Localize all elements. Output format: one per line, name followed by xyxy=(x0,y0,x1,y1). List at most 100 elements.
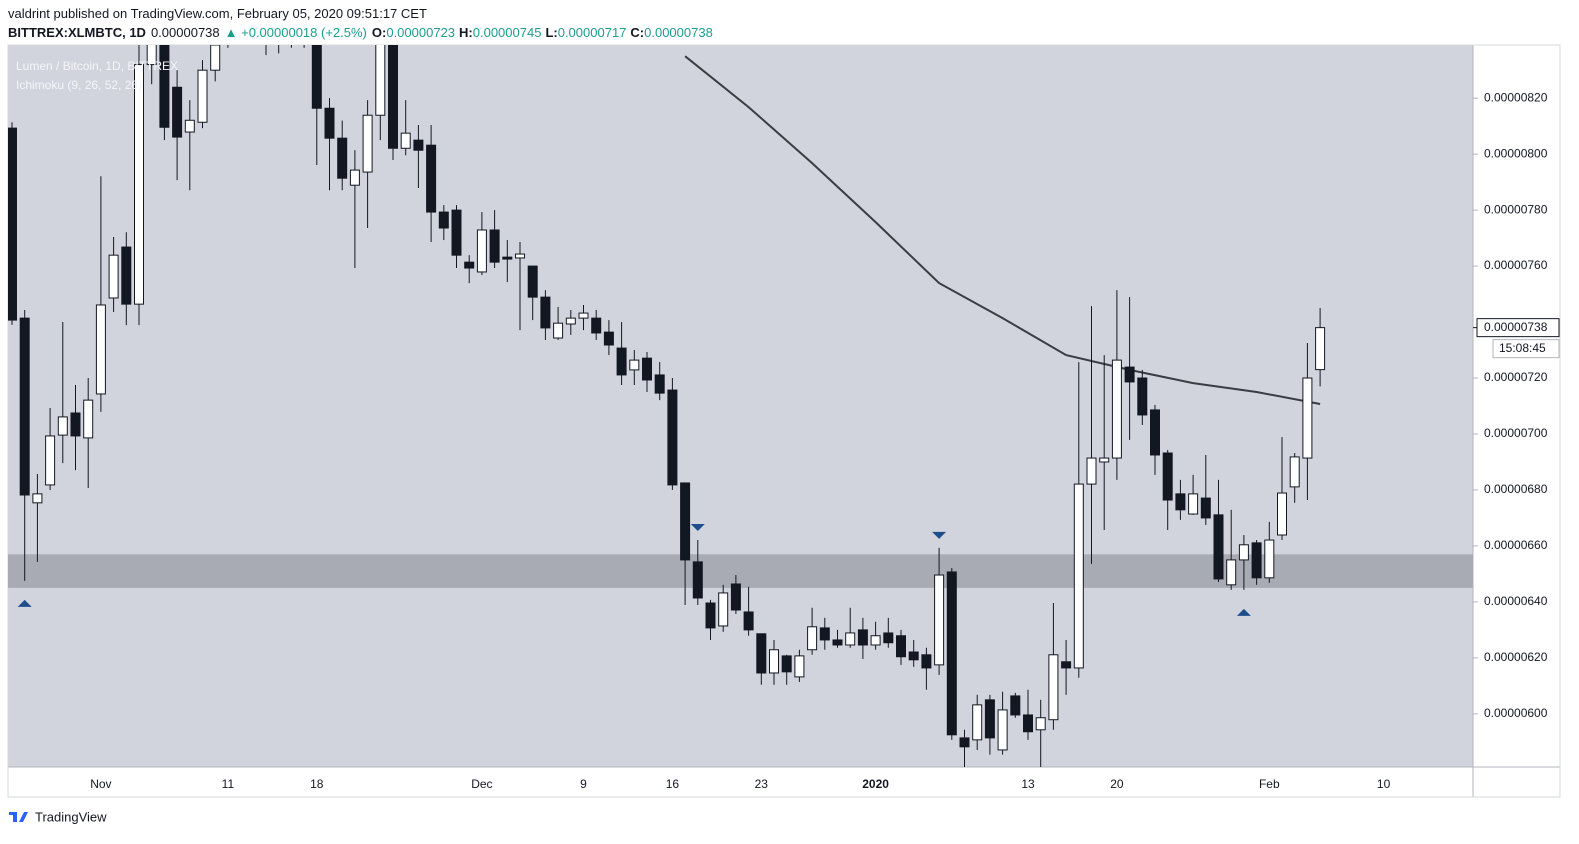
candle-body xyxy=(553,322,564,339)
candle-body xyxy=(45,435,56,486)
candle-body xyxy=(1315,327,1326,371)
countdown: 15:08:45 xyxy=(1499,341,1546,355)
candle-body xyxy=(946,571,957,736)
candle-body xyxy=(984,699,995,739)
x-tick-label: Nov xyxy=(90,777,111,791)
candle-body xyxy=(616,347,627,376)
ohlc-key: O: xyxy=(371,25,387,40)
y-tick-label: 0.00000820 xyxy=(1484,90,1548,104)
candle-body xyxy=(32,493,43,504)
footer-text: TradingView xyxy=(35,809,107,824)
candle-body xyxy=(565,317,576,325)
candle-body xyxy=(832,639,843,646)
candle-body xyxy=(718,592,729,627)
candle-body xyxy=(159,45,170,128)
candle-body xyxy=(1061,661,1072,669)
candle-body xyxy=(591,317,602,334)
candle-body xyxy=(1213,514,1224,580)
candle-body xyxy=(146,45,157,66)
candle-body xyxy=(794,655,805,678)
candle-body xyxy=(108,254,119,299)
y-tick-label: 0.00000700 xyxy=(1484,426,1548,440)
candle-body xyxy=(807,626,818,651)
candle-body xyxy=(1289,456,1300,488)
candle-body xyxy=(997,709,1008,751)
candle-body xyxy=(1035,717,1046,731)
candle-body xyxy=(730,583,741,611)
candle-body xyxy=(1137,377,1148,416)
candle-body xyxy=(324,107,335,139)
candle-body xyxy=(464,261,475,269)
candle-body xyxy=(1238,544,1249,561)
x-tick-label: 20 xyxy=(1110,777,1124,791)
candle-body xyxy=(1111,359,1122,459)
frame xyxy=(7,44,1561,798)
candle-body xyxy=(1277,492,1287,536)
countdown-box xyxy=(1492,339,1560,359)
candle-body xyxy=(1264,539,1275,579)
candle-body xyxy=(1226,559,1237,586)
candle-body xyxy=(311,45,322,109)
candle-body xyxy=(375,45,386,116)
ohlc-key: H: xyxy=(459,25,473,40)
candle-body xyxy=(540,296,551,329)
y-tick-label: 0.00000660 xyxy=(1484,538,1548,552)
candle-body xyxy=(300,14,309,28)
candle-body xyxy=(1175,493,1186,511)
marker-down xyxy=(690,524,705,532)
candle-body xyxy=(438,211,449,229)
price-tag: 0.00000738 xyxy=(1484,320,1548,334)
candle-body xyxy=(19,317,30,496)
ohlc: O: 0.00000723 H: 0.00000745 L: 0.00000717 C… xyxy=(372,25,713,40)
price-tag-box xyxy=(1476,318,1560,338)
candle-body xyxy=(134,64,144,305)
symbol: BITTREX:XLMBTC, 1D xyxy=(8,25,146,40)
candle-body xyxy=(667,389,678,486)
candle-body xyxy=(287,14,296,25)
candle-body xyxy=(362,114,373,173)
candle-body xyxy=(845,632,856,646)
x-tick-label: 10 xyxy=(1377,777,1391,791)
candle-body xyxy=(896,635,906,658)
publisher-line: valdrint published on TradingView.com, F… xyxy=(8,6,427,21)
candle-body xyxy=(756,633,767,674)
x-tick-label: 9 xyxy=(580,777,587,791)
ohlc-key: C: xyxy=(630,25,645,40)
x-tick-label: 11 xyxy=(222,777,235,791)
candle-body xyxy=(781,655,792,673)
candle-body xyxy=(1048,654,1059,721)
candle-body xyxy=(210,45,221,71)
y-tick-label: 0.00000620 xyxy=(1484,650,1548,664)
x-tick-label: Dec xyxy=(471,777,492,791)
candle-body xyxy=(1251,542,1262,579)
ohlc-value: 0.00000723 xyxy=(386,25,456,40)
candle-body xyxy=(908,651,919,661)
y-tick-label: 0.00000640 xyxy=(1484,594,1548,608)
candle-body xyxy=(388,45,398,149)
candle-body xyxy=(349,169,360,186)
candle-body xyxy=(819,627,830,641)
candle-body xyxy=(413,139,424,151)
candle-body xyxy=(274,14,283,25)
x-tick-label: 23 xyxy=(755,777,769,791)
x-tick-label: 16 xyxy=(666,777,680,791)
marker-up xyxy=(17,599,32,607)
candle-body xyxy=(70,412,81,437)
candle-body xyxy=(476,229,487,273)
symbol-line: BITTREX:XLMBTC, 1D 0.00000738 ▲ +0.00000… xyxy=(8,25,713,40)
candle-body xyxy=(184,119,195,133)
x-tick-label: 18 xyxy=(310,777,324,791)
candle-body xyxy=(262,0,271,14)
candle-body xyxy=(857,629,868,646)
candle-body xyxy=(83,399,94,439)
candle-body xyxy=(172,86,183,138)
candle-body xyxy=(1150,409,1160,456)
legend-indicator: Ichimoku (9, 26, 52, 26) xyxy=(16,78,142,92)
candle-body xyxy=(1302,377,1313,459)
candle-body xyxy=(1073,483,1084,669)
y-tick-label: 0.00000720 xyxy=(1484,370,1548,384)
candle-body xyxy=(743,611,754,631)
logo-icon xyxy=(9,812,28,822)
marker-up xyxy=(1236,608,1251,616)
